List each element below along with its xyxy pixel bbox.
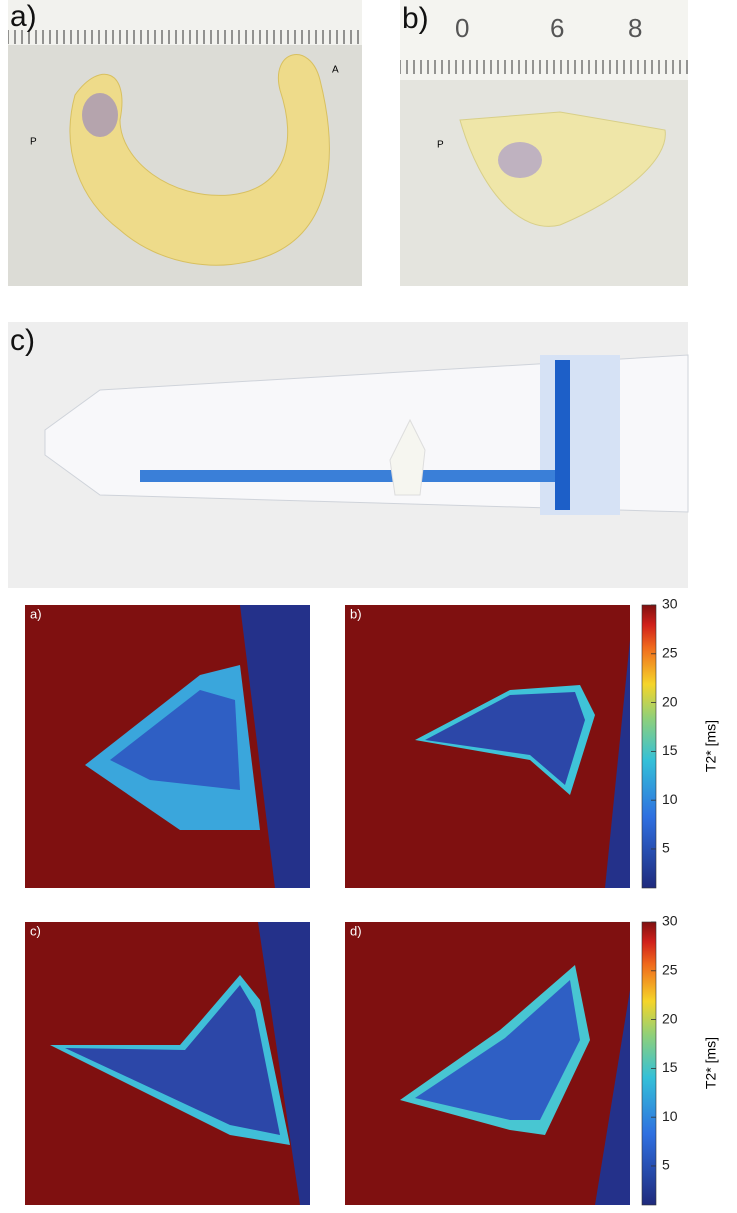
photo-b: b) 0 6 8 P	[400, 0, 688, 286]
panel-label: c)	[10, 324, 35, 357]
tick-label: 15	[662, 1059, 678, 1075]
ruler-number: 8	[628, 13, 642, 43]
tick-label: 10	[662, 1108, 678, 1124]
panel-label: a)	[30, 606, 42, 621]
tick-label: 5	[662, 1157, 670, 1173]
tick-label: 20	[662, 1010, 678, 1026]
panel-label: d)	[350, 923, 362, 938]
panel-label: a)	[10, 0, 37, 33]
annotation: P	[437, 140, 444, 151]
photo-a: a) P A	[8, 0, 362, 286]
tick-label: 5	[662, 840, 670, 856]
panel-label: b)	[402, 2, 429, 35]
map-a: a)	[25, 605, 310, 888]
colorbar-label: T2* [ms]	[703, 720, 719, 772]
tick-label: 25	[662, 961, 678, 977]
panel-label: b)	[350, 606, 362, 621]
tick-label: 25	[662, 644, 678, 660]
map-d: d)	[345, 922, 630, 1205]
annotation: A	[332, 65, 339, 76]
map-c: c)	[25, 922, 310, 1205]
map-b: b)	[345, 605, 630, 888]
colorbar: T2* [ms] 5 10 15 20 25 30	[641, 596, 719, 889]
photo-c: c)	[8, 322, 689, 588]
ruler-number: 6	[550, 13, 564, 43]
tick-label: 15	[662, 742, 678, 758]
panel-label: c)	[30, 923, 41, 938]
tick-label: 20	[662, 693, 678, 709]
colorbar-label: T2* [ms]	[703, 1037, 719, 1089]
annotation: P	[30, 137, 37, 148]
ruler-number: 0	[455, 13, 469, 43]
tick-label: 30	[662, 913, 678, 929]
tick-label: 30	[662, 596, 678, 612]
tick-label: 10	[662, 791, 678, 807]
colorbar: T2* [ms] 5 10 15 20 25 30	[641, 913, 719, 1206]
